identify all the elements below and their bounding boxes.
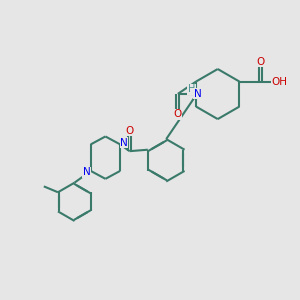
Text: N: N: [194, 89, 201, 99]
Text: N: N: [120, 138, 128, 148]
Text: O: O: [256, 57, 265, 67]
Text: O: O: [125, 126, 134, 136]
Text: H: H: [188, 85, 195, 94]
Text: OH: OH: [271, 76, 287, 86]
Text: N: N: [83, 167, 91, 177]
Text: O: O: [174, 109, 182, 119]
